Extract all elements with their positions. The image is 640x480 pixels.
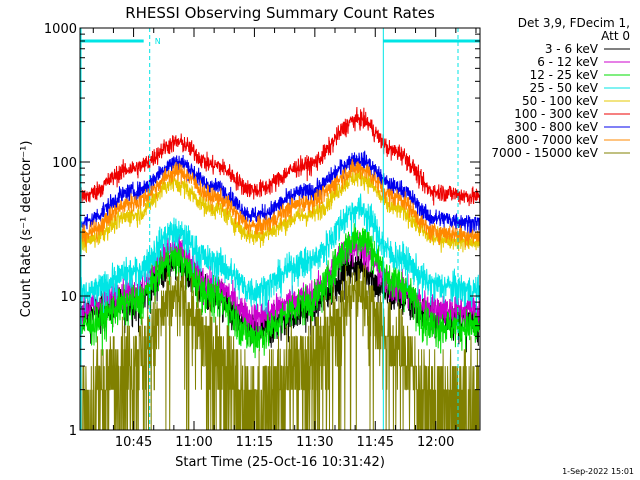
y-tick-label-1: 1 — [69, 424, 77, 439]
series-line-4 — [80, 193, 480, 315]
x-axis-label: Start Time (25-Oct-16 10:31:42) — [175, 455, 385, 470]
series-line-6 — [80, 106, 480, 207]
legend-label-4: 25 - 50 keV — [530, 81, 599, 95]
legend-label-6: 100 - 300 keV — [514, 107, 598, 121]
x-tick-label-11:15: 11:15 — [236, 435, 273, 450]
y-tick-label-10: 10 — [60, 290, 77, 305]
series-line-9 — [80, 265, 480, 430]
x-tick-label-11:45: 11:45 — [357, 435, 394, 450]
legend-title-line-1: Det 3,9, FDecim 1, — [518, 16, 630, 30]
legend-label-3: 12 - 25 keV — [530, 68, 599, 82]
night-layer: N — [80, 28, 480, 430]
chart-title: RHESSI Observing Summary Count Rates — [125, 4, 435, 22]
footer-date: 1-Sep-2022 15:01 — [562, 467, 634, 476]
x-tick-label-10:45: 10:45 — [115, 435, 152, 450]
x-tick-label-11:30: 11:30 — [296, 435, 333, 450]
series-line-3 — [80, 223, 480, 359]
legend-label-8: 800 - 7000 keV — [507, 133, 599, 147]
legend-label-2: 6 - 12 keV — [537, 55, 599, 69]
x-tick-label-12:00: 12:00 — [417, 435, 454, 450]
legend-label-5: 50 - 100 keV — [522, 94, 599, 108]
legend-label-1: 3 - 6 keV — [545, 42, 599, 56]
series-line-5 — [80, 168, 480, 255]
legend-title-line-2: Att 0 — [601, 29, 630, 43]
night-marker-label: N — [155, 37, 161, 46]
legend-label-7: 300 - 800 keV — [514, 120, 598, 134]
legend-label-9: 7000 - 15000 keV — [491, 146, 598, 160]
x-tick-label-11:00: 11:00 — [175, 435, 212, 450]
series-layer — [80, 106, 480, 430]
y-tick-label-1000: 1000 — [44, 22, 77, 37]
axes-layer: 1 10 100 1000 10:45 11:00 11:15 11:30 11:45 12:00 — [44, 22, 480, 450]
y-axis-label: Count Rate (s⁻¹ detector⁻¹) — [19, 141, 34, 318]
y-tick-label-100: 100 — [52, 156, 77, 171]
plot-frame — [79, 27, 481, 431]
series-line-8 — [80, 158, 480, 248]
